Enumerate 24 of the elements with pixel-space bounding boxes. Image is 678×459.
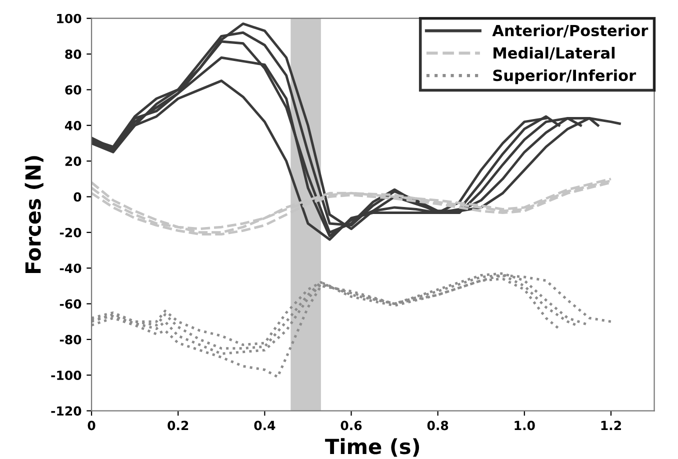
legend-label: Superior/Inferior [493,69,636,84]
y-tick-label: -60 [60,299,82,309]
x-tick-label: 1.2 [601,420,621,430]
x-tick-label: 0 [88,420,96,430]
y-tick-label: 0 [74,192,82,202]
y-tick-label: -80 [60,334,82,344]
x-tick-label: 0.2 [168,420,188,430]
x-axis-title: Time (s) [325,438,420,457]
x-tick-label: 1.0 [514,420,535,430]
legend-label: Anterior/Posterior [492,24,648,38]
y-tick-label: 100 [57,14,82,24]
y-tick-label: -40 [60,264,82,274]
y-tick-label: -120 [51,406,82,416]
y-tick-label: 60 [65,85,82,95]
y-tick-label: -20 [60,228,82,238]
y-tick-label: -100 [51,370,82,380]
y-tick-label: 20 [65,156,82,166]
y-tick-label: 80 [65,50,82,59]
x-tick-label: 0.6 [340,420,362,430]
y-tick-label: 40 [64,120,82,130]
x-tick-label: 0.8 [427,420,448,430]
y-axis-title: Forces (N) [24,156,44,273]
legend-label: Medial/Lateral [494,46,615,60]
x-tick-label: 0.4 [254,420,276,430]
